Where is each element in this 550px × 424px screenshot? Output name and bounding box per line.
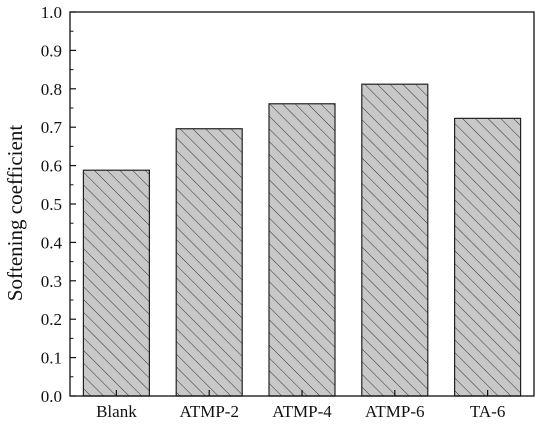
y-tick-label: 0.4 bbox=[41, 233, 63, 252]
x-tick-label: TA-6 bbox=[470, 402, 505, 421]
bar-atmp-2 bbox=[175, 128, 243, 397]
bar-outline bbox=[454, 117, 522, 397]
x-tick-label: ATMP-6 bbox=[365, 402, 425, 421]
y-tick-label: 0.6 bbox=[41, 157, 62, 176]
plot-area: 0.0 0.1 0.2 0.3 0.4 0.5 0.6 0.7 0.8 0.9 1.0 Blank AT… bbox=[41, 3, 535, 421]
y-tick-label: 0.0 bbox=[41, 387, 62, 406]
bar-outline bbox=[268, 103, 336, 397]
y-tick-label: 0.9 bbox=[41, 41, 62, 60]
x-tick-label: ATMP-4 bbox=[272, 402, 332, 421]
y-tick-label: 0.2 bbox=[41, 310, 62, 329]
y-axis-title: Softening coefficient bbox=[3, 125, 27, 301]
bar-blank bbox=[82, 169, 151, 397]
bar-ta-6 bbox=[454, 117, 522, 397]
y-tick-label: 0.5 bbox=[41, 195, 62, 214]
bar-outline bbox=[82, 169, 151, 397]
x-tick-label: ATMP-2 bbox=[179, 402, 239, 421]
y-tick-label: 1.0 bbox=[41, 3, 62, 22]
x-tick-label: Blank bbox=[96, 402, 137, 421]
bar-outline bbox=[361, 83, 429, 397]
y-tick-label: 0.8 bbox=[41, 80, 62, 99]
y-tick-label: 0.7 bbox=[41, 118, 63, 137]
bar-atmp-6 bbox=[361, 83, 429, 397]
y-tick-label: 0.3 bbox=[41, 272, 62, 291]
y-tick-label: 0.1 bbox=[41, 349, 62, 368]
bar-atmp-4 bbox=[268, 103, 336, 397]
bar-outline bbox=[175, 128, 243, 397]
